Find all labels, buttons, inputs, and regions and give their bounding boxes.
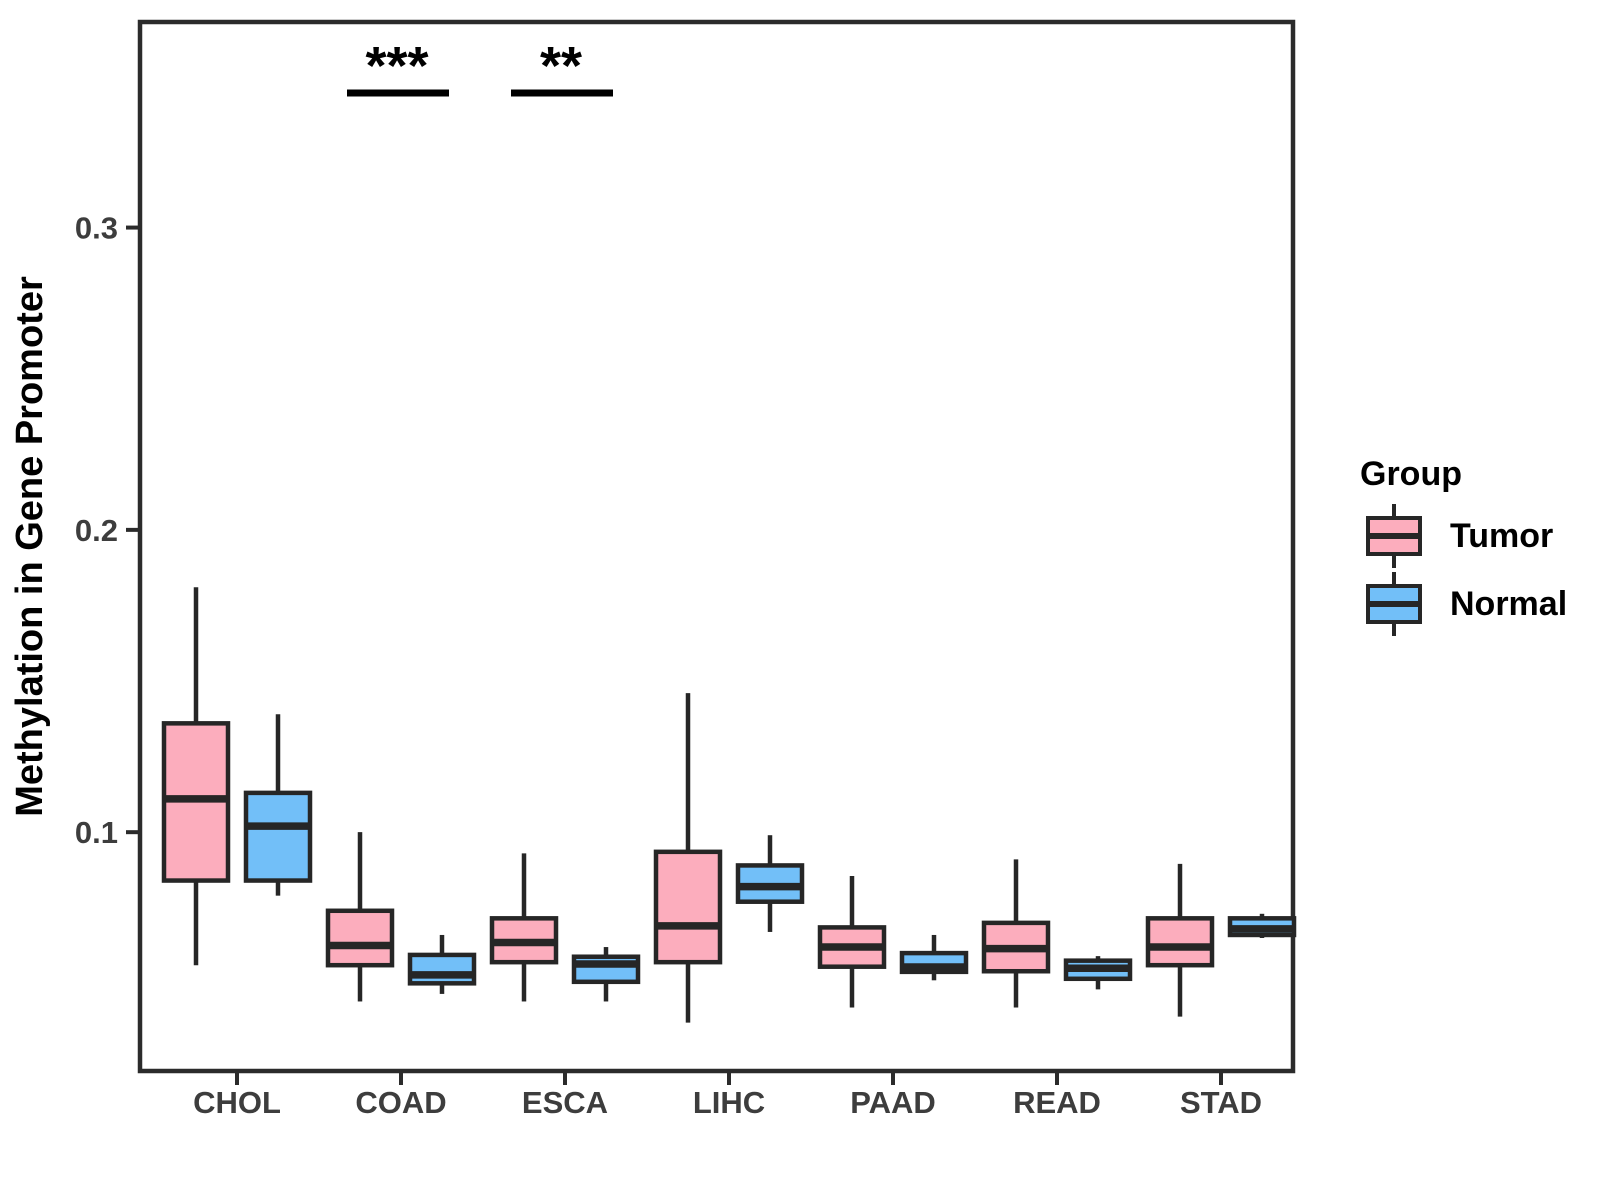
x-axis-category-label: READ bbox=[1013, 1085, 1101, 1120]
significance-stars-coad: *** bbox=[365, 36, 428, 96]
significance-stars-esca: ** bbox=[540, 36, 582, 96]
x-axis-category-label: ESCA bbox=[522, 1085, 608, 1120]
x-axis-category-label: STAD bbox=[1180, 1085, 1262, 1120]
boxplot-lihc-tumor-box bbox=[653, 849, 723, 965]
boxplot-stad-tumor-box bbox=[1145, 916, 1215, 968]
x-axis-category-label: LIHC bbox=[693, 1085, 765, 1120]
x-axis-category-label: PAAD bbox=[850, 1085, 936, 1120]
y-axis-title: Methylation in Gene Promoter bbox=[9, 276, 51, 817]
x-axis-category-label: CHOL bbox=[193, 1085, 281, 1120]
legend-label-tumor: Tumor bbox=[1450, 517, 1553, 555]
plot-panel-border bbox=[137, 19, 1296, 1074]
x-axis-category-label: COAD bbox=[355, 1085, 446, 1120]
legend-label-normal: Normal bbox=[1450, 585, 1567, 623]
legend-title: Group bbox=[1360, 455, 1462, 493]
y-axis-tick-label: 0.2 bbox=[75, 513, 118, 548]
boxplot-coad-tumor-box bbox=[325, 908, 395, 968]
boxplot-chol-normal-box bbox=[243, 790, 313, 883]
y-axis-tick-label: 0.3 bbox=[75, 211, 118, 246]
boxplot-coad-normal-box bbox=[407, 952, 477, 986]
y-axis-tick-label: 0.1 bbox=[75, 815, 118, 850]
